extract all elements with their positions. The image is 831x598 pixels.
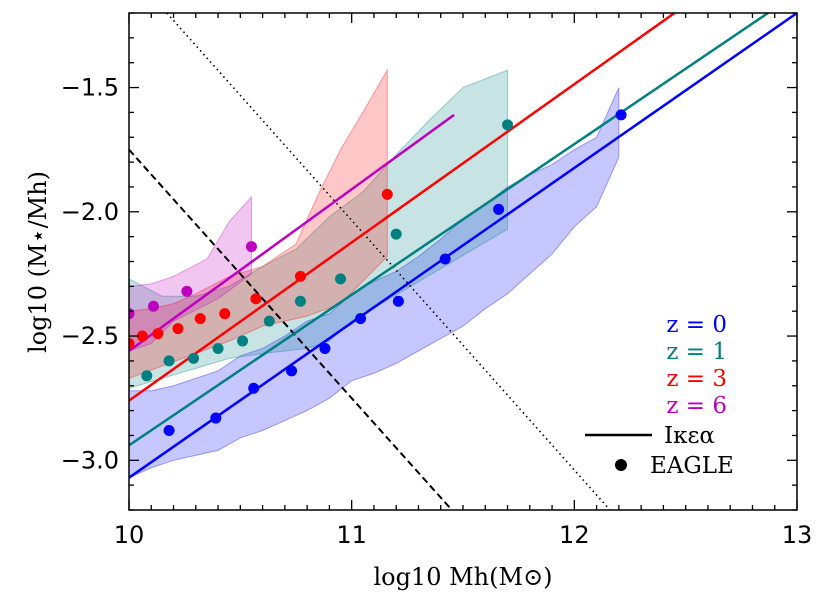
- point-z3: [152, 328, 164, 340]
- point-z3: [219, 308, 231, 320]
- point-z1: [141, 370, 153, 382]
- reference-lines: [129, 13, 611, 510]
- point-z1: [294, 295, 306, 307]
- y-axis-label: log10 (M⋆/Mh): [24, 171, 52, 353]
- point-z1: [335, 273, 347, 285]
- fit-line-z3: [129, 13, 676, 402]
- point-z0: [355, 313, 367, 325]
- legend-marker-swatch: [615, 459, 627, 471]
- point-z1: [390, 228, 402, 240]
- point-z3: [294, 270, 306, 282]
- fit-line-z1: [129, 13, 769, 447]
- point-z0: [493, 203, 505, 215]
- x-tick-label: 13: [782, 521, 813, 549]
- point-z3: [129, 338, 135, 350]
- axis-ticks: [128, 12, 798, 511]
- x-tick-label: 11: [336, 521, 367, 549]
- legend-z1: z = 1: [666, 339, 727, 365]
- y-tick-label: −2.5: [61, 322, 119, 350]
- point-z6: [147, 300, 159, 312]
- x-tick-label: 12: [559, 521, 590, 549]
- point-z0: [439, 253, 451, 265]
- fit-lines: [129, 13, 797, 479]
- point-z3: [136, 330, 148, 342]
- y-tick-label: −2.0: [61, 198, 119, 226]
- point-z0: [615, 109, 627, 121]
- point-z0: [163, 424, 175, 436]
- point-z6: [181, 285, 193, 297]
- point-z6: [245, 241, 257, 253]
- x-tick-label: 10: [114, 521, 145, 549]
- point-z1: [237, 335, 249, 347]
- tick-labels: 10 11 12 13 −3.0 −2.5 −2.0 −1.5: [61, 74, 813, 549]
- point-z0: [319, 342, 331, 354]
- reference-line-dotted: [166, 13, 611, 510]
- legend-z3: z = 3: [666, 366, 727, 392]
- point-z1: [163, 355, 175, 367]
- band-z6: [129, 195, 252, 352]
- point-z1: [188, 352, 200, 364]
- legend-ikea-label: Iκεα: [664, 423, 715, 449]
- point-z0: [392, 295, 404, 307]
- band-z3: [129, 68, 388, 379]
- plot-frame: [128, 12, 798, 511]
- legend-eagle-label: EAGLE: [650, 453, 734, 479]
- point-z1: [212, 342, 224, 354]
- legend-z0: z = 0: [666, 312, 727, 338]
- point-z3: [194, 313, 206, 325]
- x-axis-label: log10 Mh(M⊙): [373, 563, 552, 591]
- y-tick-label: −1.5: [61, 74, 119, 102]
- point-z0: [286, 365, 298, 377]
- point-z3: [250, 293, 262, 305]
- point-z3: [381, 188, 393, 200]
- data-points: [129, 109, 627, 436]
- point-z1: [263, 315, 275, 327]
- band-z0: [129, 87, 620, 479]
- legend-z6: z = 6: [666, 393, 727, 419]
- point-z0: [210, 412, 222, 424]
- shaded-bands: [129, 68, 620, 479]
- point-z0: [248, 382, 260, 394]
- fit-line-z0: [129, 13, 797, 479]
- reference-line-dashed: [129, 149, 453, 510]
- fit-line-z6: [129, 113, 455, 352]
- y-tick-label: −3.0: [61, 446, 119, 474]
- legend: z = 0z = 1z = 3z = 6 Iκεα EAGLE: [585, 312, 734, 479]
- point-z3: [172, 323, 184, 335]
- point-z1: [502, 119, 514, 131]
